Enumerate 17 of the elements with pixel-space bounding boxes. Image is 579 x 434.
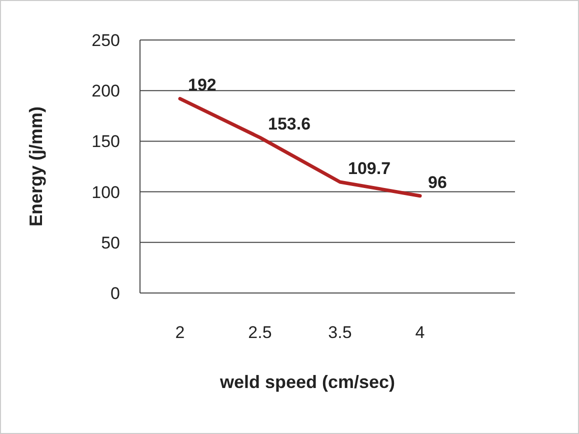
y-tick-label: 50 xyxy=(101,233,120,252)
x-axis-title: weld speed (cm/sec) xyxy=(218,372,396,392)
x-tick-label: 4 xyxy=(415,323,425,342)
line-series xyxy=(178,96,422,198)
y-tick-label: 0 xyxy=(110,284,120,303)
x-tick-label: 2 xyxy=(175,323,185,342)
y-tick-label: 150 xyxy=(92,132,120,152)
y-axis-title: Energy (j/mm) xyxy=(26,106,46,227)
data-label: 109.7 xyxy=(348,158,391,178)
y-tick-label: 100 xyxy=(92,182,120,202)
x-tick-label: 2.5 xyxy=(248,323,272,342)
y-tick-label: 200 xyxy=(92,82,120,101)
x-tick-label: 3.5 xyxy=(328,323,352,342)
data-label: 192 xyxy=(188,76,216,95)
data-label: 96 xyxy=(428,172,447,192)
y-tick-label: 250 xyxy=(92,30,120,50)
data-label: 153.6 xyxy=(268,114,311,134)
